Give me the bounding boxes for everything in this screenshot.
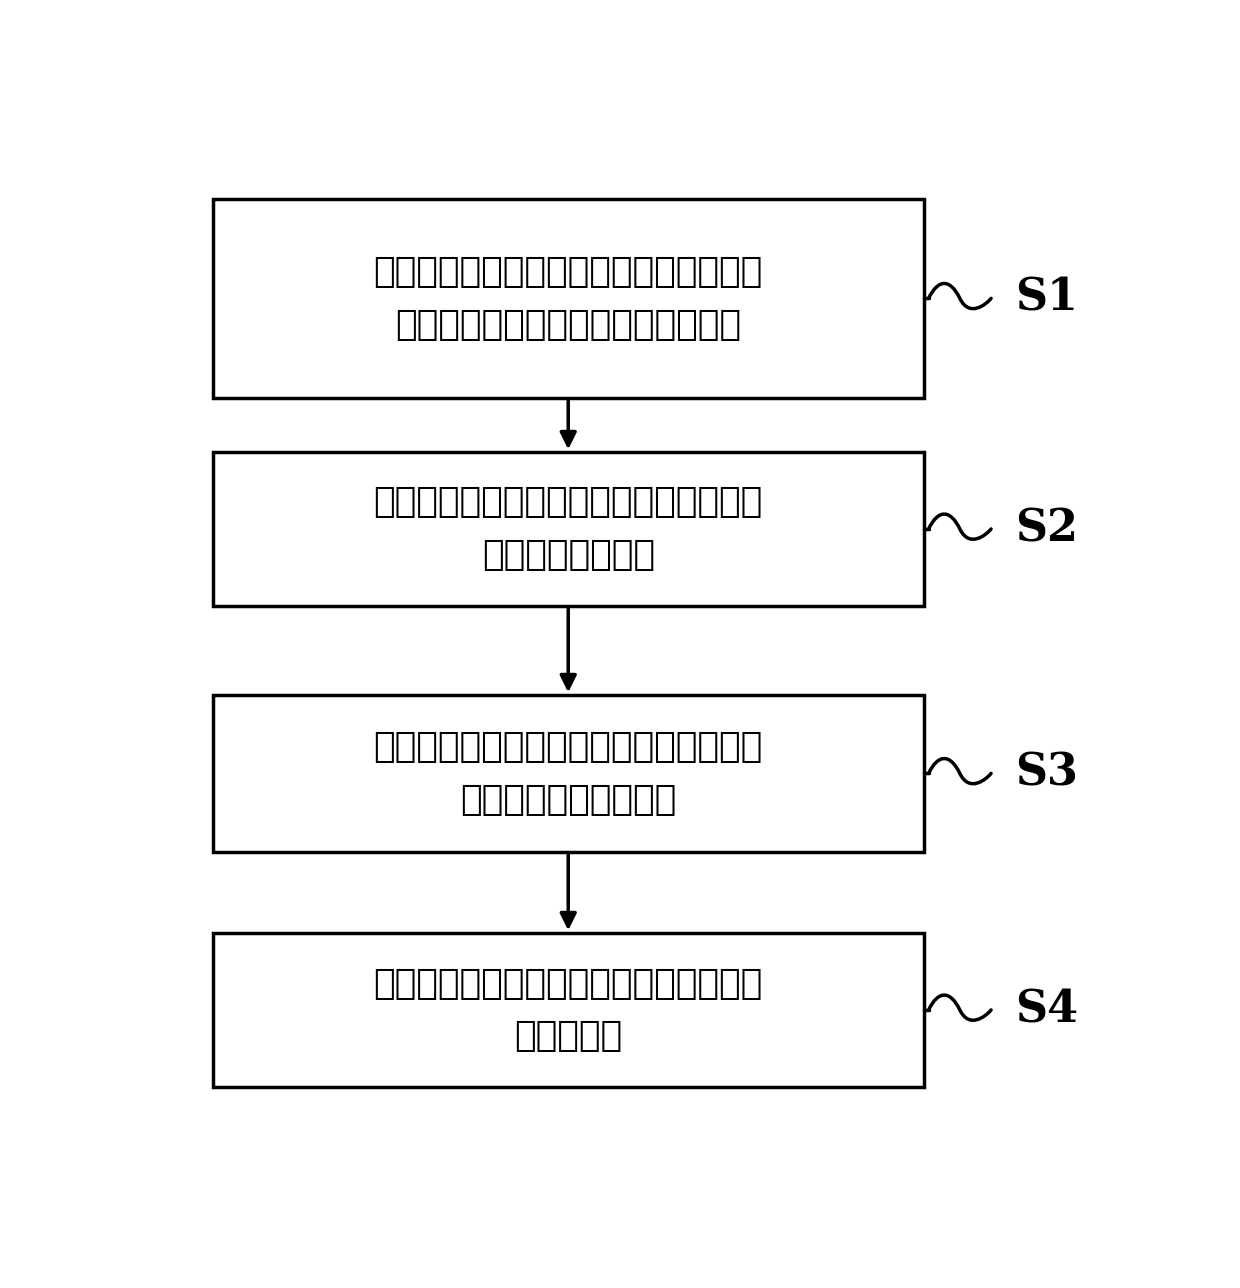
Bar	[213, 933, 924, 1087]
Text: S3: S3	[1016, 752, 1078, 795]
Text: 于所述基底的平台面及所述反应单元的内
侧壁形成亲水涂层: 于所述基底的平台面及所述反应单元的内 侧壁形成亲水涂层	[373, 486, 763, 572]
Text: 采用湿法化学修饰或转印的方法于所述基
底的表面形成疏水涂层: 采用湿法化学修饰或转印的方法于所述基 底的表面形成疏水涂层	[373, 730, 763, 817]
Text: S2: S2	[1016, 507, 1078, 550]
Text: S1: S1	[1016, 277, 1078, 319]
Text: S4: S4	[1016, 988, 1079, 1032]
Bar	[213, 696, 924, 851]
Bar	[213, 452, 924, 605]
Bar	[213, 200, 924, 398]
Text: 提供一微腔芯片，所述微腔芯片包括基底
及形成于所述基底内的多个反应单元: 提供一微腔芯片，所述微腔芯片包括基底 及形成于所述基底内的多个反应单元	[373, 255, 763, 341]
Text: 得到各反应单元内反应液体相互隔绝的生
物反应芯片: 得到各反应单元内反应液体相互隔绝的生 物反应芯片	[373, 966, 763, 1054]
